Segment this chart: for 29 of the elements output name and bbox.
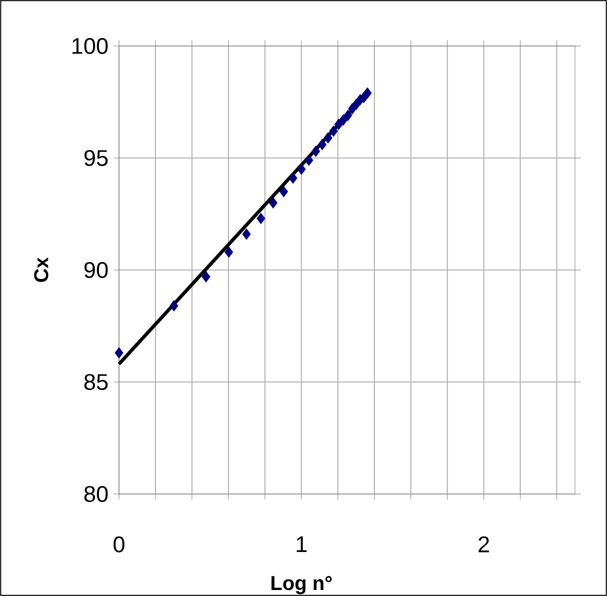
point <box>297 164 306 175</box>
point <box>202 271 210 282</box>
y-tick-label: 95 <box>84 150 108 166</box>
y-tick-label: 90 <box>84 262 108 278</box>
y-tick-label: 80 <box>84 486 108 502</box>
point <box>288 172 298 184</box>
point <box>334 118 343 130</box>
point <box>344 110 352 122</box>
point <box>279 186 288 198</box>
point <box>312 146 320 157</box>
point <box>170 300 178 312</box>
x-tick-label: 0 <box>114 536 124 552</box>
y-axis-title: Cx <box>34 257 48 282</box>
x-tick-label: 1 <box>296 536 307 552</box>
point <box>224 246 234 258</box>
point <box>318 138 326 150</box>
x-axis-title: Log n° <box>272 576 332 594</box>
point <box>324 132 332 144</box>
y-tick-label: 85 <box>84 374 108 390</box>
point <box>363 87 372 99</box>
point <box>256 212 266 224</box>
point <box>339 114 348 126</box>
y-tick-label: 100 <box>72 38 108 54</box>
point <box>304 154 314 166</box>
point <box>242 228 251 240</box>
x-tick-label: 2 <box>478 536 489 552</box>
point <box>329 126 338 137</box>
point <box>268 197 278 208</box>
point <box>114 347 124 358</box>
